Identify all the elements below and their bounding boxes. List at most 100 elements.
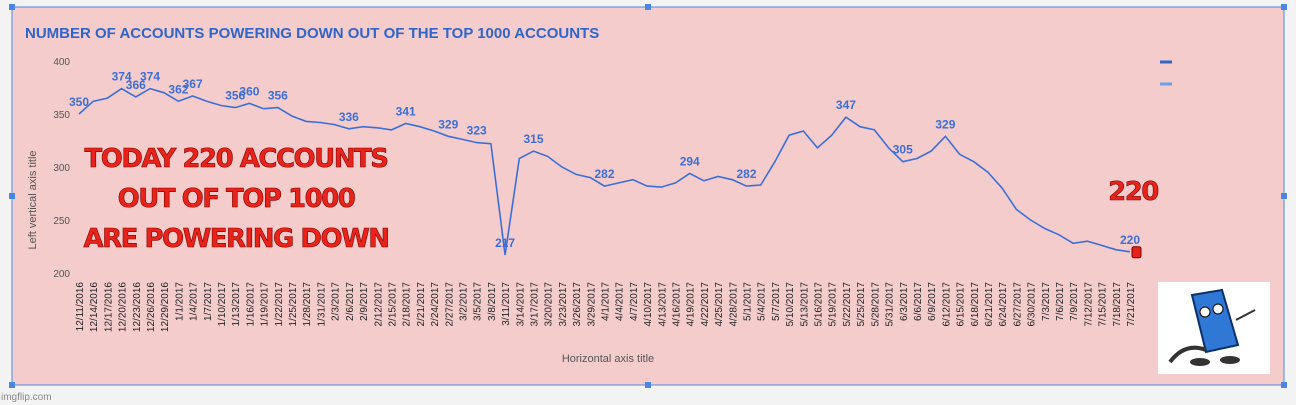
y-tick-label: 200 [53,269,70,280]
data-label: 367 [183,77,203,91]
x-tick-label: 3/26/2017 [572,282,583,327]
x-tick-label: 1/19/2017 [260,282,271,327]
x-tick-label: 1/25/2017 [288,282,299,327]
x-tick-label: 12/11/2016 [75,282,86,332]
data-label: 305 [893,143,913,157]
x-tick-label: 6/24/2017 [998,282,1009,327]
x-tick-label: 4/28/2017 [728,282,739,327]
x-tick-label: 3/5/2017 [473,282,484,321]
x-tick-label: 12/23/2016 [132,282,143,332]
y-tick-label: 350 [53,110,70,121]
x-tick-label: 2/3/2017 [331,282,342,321]
data-label: 356 [225,89,245,103]
x-tick-label: 1/16/2017 [245,282,256,327]
x-tick-label: 1/4/2017 [189,282,200,321]
x-tick-label: 7/21/2017 [1126,282,1137,327]
x-tick-label: 4/19/2017 [686,282,697,327]
end-annotation: 220 [1108,177,1158,207]
x-tick-label: 5/1/2017 [743,282,754,321]
x-tick-label: 6/30/2017 [1027,282,1038,327]
y-tick-label: 300 [53,163,70,174]
data-label: 374 [140,70,160,84]
x-tick-label: 5/28/2017 [870,282,881,327]
data-label: 336 [339,110,359,124]
x-tick-label: 4/4/2017 [615,282,626,321]
x-tick-label: 3/2/2017 [458,282,469,321]
x-tick-label: 7/3/2017 [1041,282,1052,321]
x-tick-label: 1/13/2017 [231,282,242,327]
x-tick-label: 2/6/2017 [345,282,356,321]
data-label: 294 [680,154,700,168]
data-label: 323 [467,124,487,138]
data-label: 347 [836,98,856,112]
overlay: imgflip.com TODAY 220 ACCOUNTS OUT OF TOP… [1,144,1270,403]
x-tick-label: 4/16/2017 [672,282,683,327]
x-tick-label: 2/24/2017 [430,282,441,327]
x-tick-label: 6/18/2017 [970,282,981,327]
x-tick-label: 1/10/2017 [217,282,228,327]
x-tick-label: 4/7/2017 [629,282,640,321]
data-label: 374 [112,70,132,84]
x-tick-label: 3/8/2017 [487,282,498,321]
data-label: 329 [935,117,955,131]
x-tick-label: 6/3/2017 [899,282,910,321]
data-label: 356 [268,89,288,103]
x-tick-label: 5/16/2017 [814,282,825,327]
x-tick-label: 1/1/2017 [174,282,185,321]
x-tick-label: 3/20/2017 [544,282,555,327]
x-tick-label: 2/27/2017 [444,282,455,327]
x-tick-label: 5/31/2017 [885,282,896,327]
x-tick-label: 7/18/2017 [1112,282,1123,327]
x-tick-label: 5/10/2017 [785,282,796,327]
x-tick-label: 4/1/2017 [601,282,612,321]
data-label: 366 [126,78,146,92]
x-tick-label: 4/10/2017 [643,282,654,327]
x-tick-label: 4/13/2017 [657,282,668,327]
x-tick-label: 5/7/2017 [771,282,782,321]
data-label: 350 [69,95,89,109]
x-tick-label: 1/28/2017 [302,282,313,327]
x-tick-label: 5/4/2017 [757,282,768,321]
x-tick-label: 12/29/2016 [160,282,171,332]
headline-text: ARE POWERING DOWN [83,224,388,254]
x-tick-label: 4/22/2017 [700,282,711,327]
y-tick-label: 400 [53,57,70,68]
x-tick-label: 1/22/2017 [274,282,285,327]
x-tick-label: 7/15/2017 [1098,282,1109,327]
x-tick-label: 3/11/2017 [501,282,512,326]
x-tick-label: 6/27/2017 [1012,282,1023,327]
x-tick-label: 6/15/2017 [956,282,967,327]
x-tick-label: 4/25/2017 [714,282,725,327]
x-tick-label: 3/23/2017 [558,282,569,327]
data-label: 341 [396,105,416,119]
x-tick-label: 2/15/2017 [387,282,398,327]
x-tick-label: 6/12/2017 [941,282,952,327]
data-label: 315 [523,132,543,146]
x-tick-label: 12/20/2016 [118,282,129,332]
x-tick-label: 1/7/2017 [203,282,214,321]
data-label: 362 [168,82,188,96]
headline-text: TODAY 220 ACCOUNTS [85,144,388,174]
y-tick-label: 250 [53,216,70,227]
x-tick-label: 7/12/2017 [1083,282,1094,327]
x-tick-label: 12/14/2016 [89,282,100,332]
x-tick-label: 6/9/2017 [927,282,938,321]
x-tick-label: 2/12/2017 [373,282,384,327]
x-tick-label: 2/9/2017 [359,282,370,321]
selection-handles [9,4,1287,388]
x-tick-label: 5/19/2017 [828,282,839,327]
data-label: 329 [438,117,458,131]
x-tick-label: 6/6/2017 [913,282,924,321]
data-label: 282 [737,167,757,181]
chart-title: NUMBER OF ACCOUNTS POWERING DOWN OUT OF … [25,25,599,42]
mascot-icon [1168,288,1256,366]
x-tick-label: 2/21/2017 [416,282,427,327]
x-tick-label: 12/17/2016 [103,282,114,332]
x-tick-label: 5/22/2017 [842,282,853,327]
x-tick-label: 6/21/2017 [984,282,995,327]
y-axis-title: Left vertical axis title [27,150,39,249]
data-label: 217 [495,236,515,250]
x-tick-label: 5/25/2017 [856,282,867,327]
x-tick-label: 7/6/2017 [1055,282,1066,321]
